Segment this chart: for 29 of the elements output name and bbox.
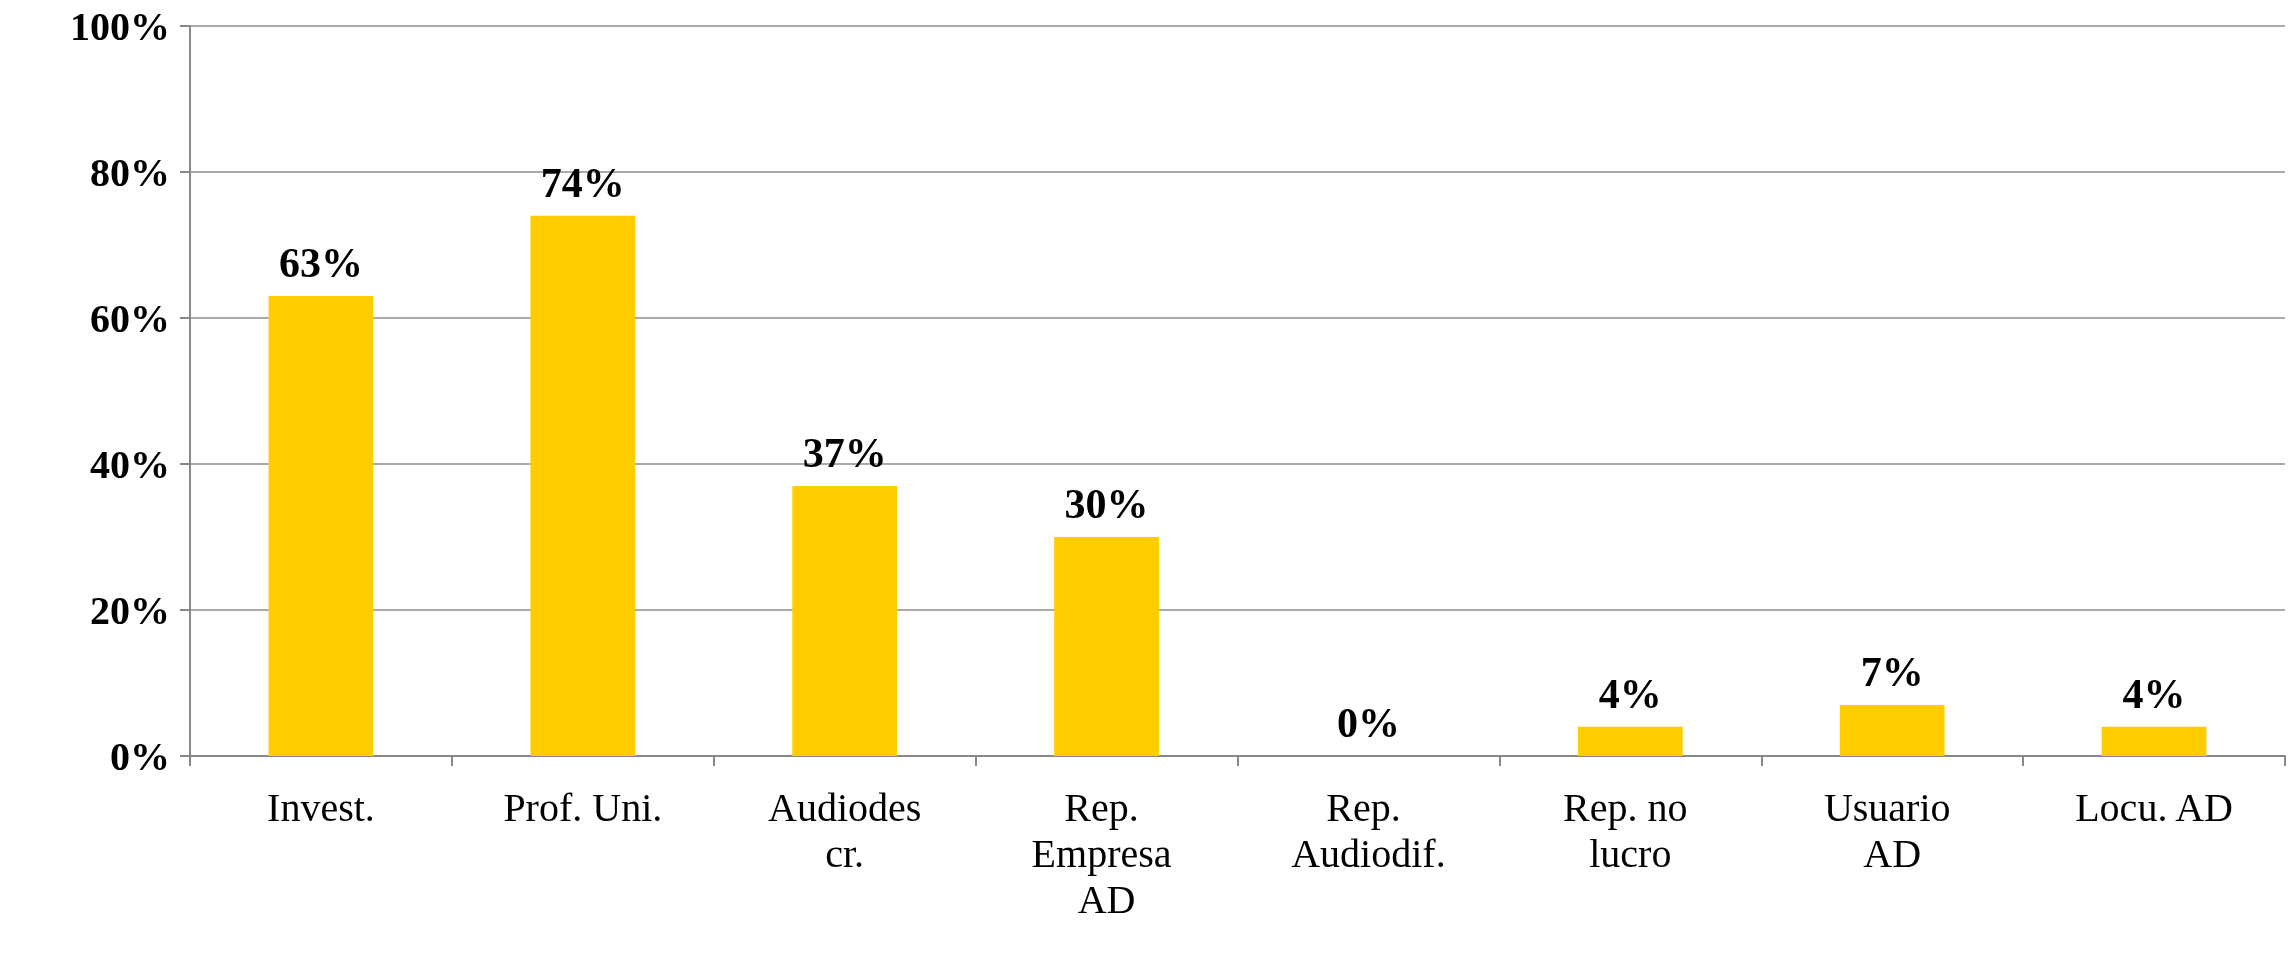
data-label: 74% [540,159,625,206]
x-tick-label: Audiodescr. [768,784,922,876]
x-tick-label: Invest. [267,784,375,830]
y-tick-label: 80% [90,149,170,195]
bar [1839,704,1945,756]
y-tick-label: 100% [70,3,170,49]
bar [792,485,898,756]
x-tick-label: Rep. Audiodif. [1291,784,1446,876]
bar [1054,537,1159,756]
bar [530,215,636,756]
x-tick-label: Rep. Empresa AD [1031,784,1182,922]
y-tick-label: 20% [90,587,170,633]
x-tick-label: Prof. Uni. [503,784,663,830]
x-tick-label: Usuario AD [1823,784,1961,876]
x-tick-label: Locu. AD [2075,784,2233,830]
data-label: 63% [278,240,363,287]
data-label: 4% [1598,670,1662,717]
bar [268,296,374,756]
data-label: 37% [802,429,887,476]
data-label: 4% [2122,670,2186,717]
data-label: 0% [1336,700,1400,746]
bar [2101,726,2207,756]
y-tick-label: 40% [90,441,170,487]
bar [1577,726,1683,756]
data-label: 30% [1064,481,1149,527]
data-label: 7% [1860,648,1924,695]
y-tick-label: 0% [110,733,170,779]
y-tick-label: 60% [90,295,170,341]
x-tick-label: Rep. no lucro [1563,784,1698,876]
